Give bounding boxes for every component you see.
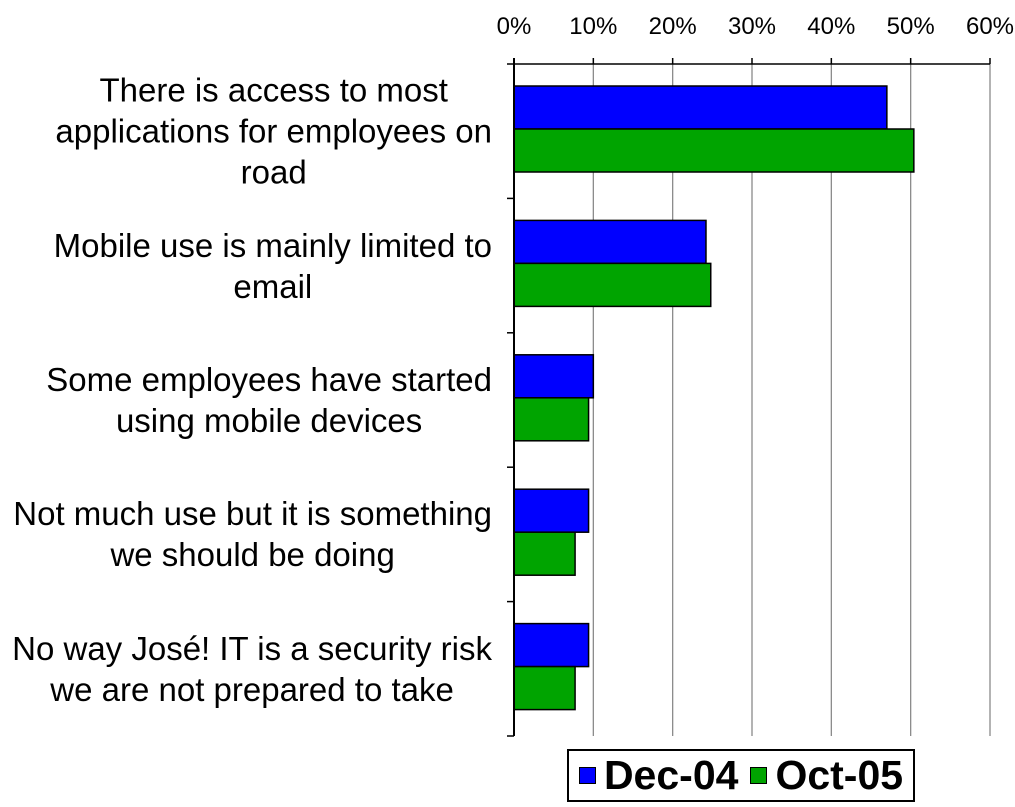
category-label: There is access to most applications for… [55, 71, 492, 191]
bar-dec-04-1 [513, 85, 888, 130]
bar-oct-05-2 [513, 262, 712, 308]
bar-oct-05-1 [513, 128, 915, 173]
category-label: Some employees have started using mobile… [46, 361, 492, 439]
bar-oct-05-4 [513, 531, 576, 576]
x-tick-label: 30% [728, 13, 776, 40]
x-tick-label: 60% [966, 13, 1014, 40]
x-tick-label: 40% [807, 13, 855, 40]
bar-oct-05-3 [513, 397, 590, 442]
bar-dec-04-5 [513, 622, 590, 668]
x-tick-label: 20% [649, 13, 697, 40]
x-tick-label: 0% [497, 13, 532, 40]
legend-swatch-oct-05 [750, 767, 768, 784]
bar-dec-04-3 [513, 354, 595, 399]
bar-oct-05-5 [513, 665, 576, 711]
category-label: Mobile use is mainly limited to email [53, 226, 492, 305]
bar-dec-04-4 [513, 488, 590, 533]
category-label: No way José! IT is a security risk we ar… [12, 629, 492, 708]
legend-label-oct-05: Oct-05 [775, 752, 904, 798]
legend: Dec-04 Oct-05 [567, 749, 915, 802]
x-tick-label: 50% [887, 13, 935, 40]
legend-label-dec-04: Dec-04 [603, 752, 739, 798]
category-label: Not much use but it is something we shou… [13, 495, 492, 574]
legend-swatch-dec-04 [578, 767, 596, 784]
bar-dec-04-2 [513, 219, 707, 265]
x-tick-label: 10% [569, 13, 617, 40]
legend-item-oct-05: Oct-05 [750, 755, 903, 796]
legend-item-dec-04: Dec-04 [578, 752, 739, 798]
